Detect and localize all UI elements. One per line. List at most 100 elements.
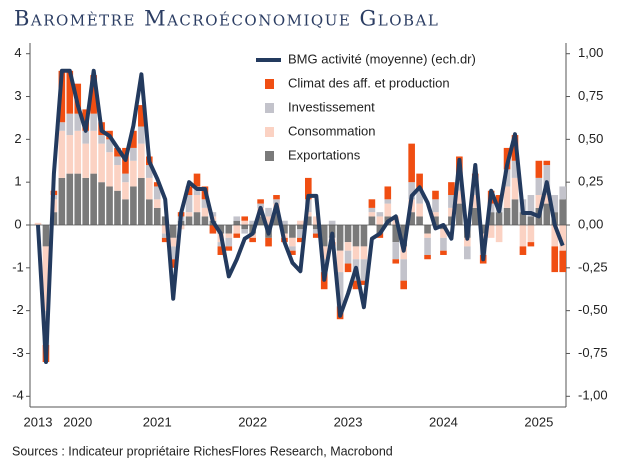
bar-segment	[82, 130, 89, 144]
bar-segment	[368, 216, 376, 225]
bar-segment	[90, 113, 97, 131]
bar-segment	[424, 254, 431, 260]
y2-tick-label: 0,50	[578, 131, 603, 146]
bar-segment	[130, 160, 137, 187]
y-tick-label: -4	[12, 388, 24, 403]
bar-segment	[58, 130, 66, 178]
legend-label: BMG activité (moyenne) (ech.dr)	[288, 51, 476, 66]
bar-segment	[559, 250, 566, 273]
y2-tick-label: 0,25	[578, 174, 603, 189]
y2-tick-label: 0,75	[578, 88, 603, 103]
bar-segment	[42, 225, 50, 247]
bar-segment	[376, 212, 384, 217]
bar-segment	[122, 182, 129, 200]
x-tick-label: 2024	[429, 414, 458, 429]
bar-segment	[487, 225, 495, 238]
legend-label: Exportations	[288, 147, 361, 162]
bar-segment	[114, 190, 121, 225]
bar-segment	[551, 246, 559, 273]
bar-segment	[66, 70, 74, 114]
bar-segment	[289, 237, 296, 247]
bar-segment	[352, 280, 360, 290]
y-tick-label: -3	[12, 345, 24, 360]
y-tick-label: 1	[14, 174, 21, 189]
bar-segment	[471, 182, 479, 196]
bar-segment	[312, 225, 320, 230]
bar-segment	[289, 225, 296, 238]
bar-segment	[392, 225, 400, 243]
y2-tick-label: 1,00	[578, 45, 603, 60]
bar-segment	[511, 160, 519, 178]
bar-segment	[249, 237, 256, 243]
bar-segment	[241, 229, 248, 234]
bar-segment	[519, 225, 527, 247]
bar-segment	[185, 186, 193, 196]
bar-segment	[527, 242, 535, 247]
bar-segment	[257, 216, 264, 225]
bar-segment	[225, 246, 233, 251]
bar-segment	[161, 233, 169, 238]
x-tick-label: 2025	[524, 414, 553, 429]
bar-segment	[241, 216, 248, 221]
bar-segment	[535, 195, 543, 208]
bar-segment	[66, 173, 74, 225]
bar-segment	[344, 263, 352, 273]
bar-segment	[344, 225, 352, 243]
bar-segment	[336, 250, 344, 273]
bar-segment	[336, 225, 344, 251]
bar-segment	[360, 259, 368, 281]
x-tick-label: 2021	[143, 414, 172, 429]
bar-segment	[416, 203, 423, 217]
bar-segment	[106, 139, 113, 153]
bar-segment	[360, 246, 368, 260]
bar-segment	[495, 195, 503, 204]
bar-segment	[122, 199, 129, 225]
bar-segment	[400, 259, 407, 281]
x-tick-label: 2020	[63, 414, 92, 429]
line-series	[36, 68, 565, 364]
y-tick-label: 4	[14, 45, 21, 60]
bar-segment	[384, 186, 392, 200]
bar-segment	[233, 233, 241, 238]
bar-segment	[153, 186, 161, 200]
bar-segment	[432, 190, 439, 200]
bar-segment	[408, 182, 415, 200]
bar-segment	[217, 246, 225, 255]
bar-segment	[82, 143, 89, 178]
bar-segment	[519, 246, 527, 255]
bar-segment	[297, 220, 304, 225]
bar-segment	[368, 207, 376, 213]
bar-segment	[408, 212, 415, 225]
bar-segment	[217, 225, 225, 234]
bar-segment	[352, 246, 360, 260]
y-tick-label: 2	[14, 131, 21, 146]
y2-tick-label: -0,25	[578, 259, 608, 274]
bar-segment	[511, 177, 519, 200]
bar-segment	[471, 207, 479, 225]
bar-segment	[98, 182, 105, 225]
bar-segment	[201, 199, 209, 208]
bar-segment	[74, 173, 82, 225]
bar-segment	[289, 250, 296, 255]
bar-segment	[336, 272, 344, 307]
legend-swatch	[265, 103, 274, 113]
y2-tick-label: -0,75	[578, 345, 608, 360]
bar-segment	[185, 212, 193, 217]
bar-segment	[416, 216, 423, 225]
bar-segment	[265, 237, 272, 247]
y-tick-label: -1	[12, 259, 24, 274]
bar-segment	[98, 143, 105, 183]
bar-segment	[241, 220, 248, 225]
bar-segment	[448, 207, 455, 217]
bar-segment	[265, 216, 272, 225]
bar-segment	[471, 195, 479, 208]
bar-segment	[543, 203, 551, 225]
bar-segment	[42, 246, 50, 311]
bar-segment	[464, 246, 471, 260]
bar-segment	[464, 237, 471, 247]
bar-segment	[344, 250, 352, 264]
bar-segment	[161, 237, 169, 243]
bar-segment	[106, 186, 113, 225]
y2-tick-label: -0,50	[578, 302, 608, 317]
bar-segment	[408, 143, 415, 183]
